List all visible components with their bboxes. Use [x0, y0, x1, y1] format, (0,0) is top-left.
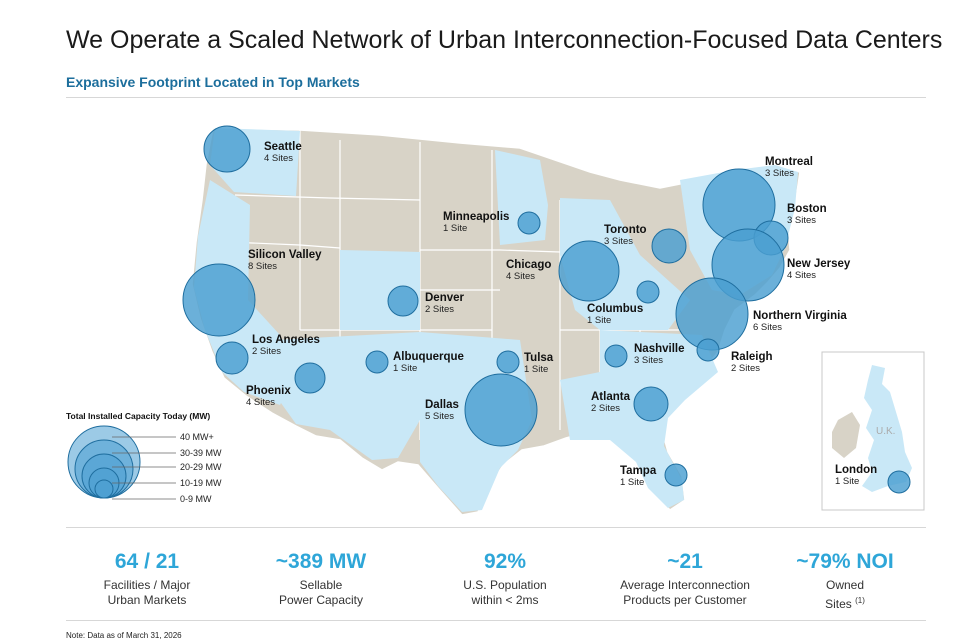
market-label-phoenix: Phoenix: [246, 385, 291, 397]
legend-items: 40 MW+ 30-39 MW 20-29 MW 10-19 MW 0-9 MW: [112, 432, 222, 504]
page-title: We Operate a Scaled Network of Urban Int…: [66, 26, 943, 54]
stat-noi-owned: ~79% NOI Owned Sites (1): [760, 550, 930, 612]
market-sites-raleigh: 2 Sites: [731, 363, 760, 374]
legend-item-label: 10-19 MW: [180, 478, 222, 488]
market-label-nashville: Nashville: [634, 343, 685, 355]
market-label-montreal: Montreal: [765, 156, 813, 168]
legend-item-label: 0-9 MW: [180, 494, 212, 504]
legend-title: Total Installed Capacity Today (MW): [66, 411, 210, 421]
stat-value: 64 / 21: [114, 550, 180, 573]
market-circle-london: [887, 470, 911, 494]
footnote-note: Note: Data as of March 31, 2026: [66, 631, 182, 640]
market-circle-atlanta: [633, 386, 669, 422]
stat-value: 92%: [483, 550, 527, 573]
market-sites-montreal: 3 Sites: [765, 168, 794, 179]
market-label-columbus: Columbus: [587, 303, 643, 315]
market-sites-atlanta: 2 Sites: [591, 403, 620, 414]
market-label-albuquerque: Albuquerque: [393, 351, 464, 363]
market-label-los-angeles: Los Angeles: [252, 334, 320, 346]
market-label-boston: Boston: [787, 203, 827, 215]
market-label-london: London: [835, 464, 877, 476]
stats-divider-top: [66, 527, 926, 528]
market-sites-denver: 2 Sites: [425, 304, 454, 315]
presence-southeast: [560, 330, 718, 508]
stat-desc: Owned Sites (1): [825, 578, 865, 611]
uk-label: U.K.: [876, 426, 895, 437]
market-circle-northern-virginia: [675, 277, 749, 351]
market-circle-chicago: [558, 240, 620, 302]
market-circle-toronto: [651, 228, 687, 264]
market-sites-dallas: 5 Sites: [425, 411, 454, 422]
stat-desc: Average Interconnection Products per Cust…: [620, 578, 750, 607]
market-sites-silicon-valley: 8 Sites: [248, 261, 277, 272]
market-label-denver: Denver: [425, 292, 465, 304]
market-sites-toronto: 3 Sites: [604, 236, 633, 247]
legend-item-label: 30-39 MW: [180, 448, 222, 458]
ireland-shape: [832, 412, 860, 458]
market-sites-seattle: 4 Sites: [264, 153, 293, 164]
market-circle-dallas: [464, 373, 538, 447]
legend-item-label: 20-29 MW: [180, 462, 222, 472]
market-sites-tampa: 1 Site: [620, 477, 644, 488]
market-circle-denver: [387, 285, 419, 317]
stat-value: ~79% NOI: [796, 550, 894, 573]
capacity-legend: Total Installed Capacity Today (MW) 40 M…: [66, 411, 222, 504]
market-circle-tampa: [664, 463, 688, 487]
stats-divider-bottom: [66, 620, 926, 621]
market-circle-los-angeles: [215, 341, 249, 375]
market-label-new-jersey: New Jersey: [787, 258, 851, 270]
footnote-marker: (1): [855, 596, 865, 605]
market-sites-columbus: 1 Site: [587, 315, 611, 326]
market-circle-raleigh: [696, 338, 720, 362]
stat-population: 92% U.S. Population within < 2ms: [420, 550, 590, 608]
page-subtitle: Expansive Footprint Located in Top Marke…: [66, 74, 360, 90]
stat-facilities: 64 / 21 Facilities / Major Urban Markets: [62, 550, 232, 608]
market-sites-los-angeles: 2 Sites: [252, 346, 281, 357]
market-circles: [182, 125, 911, 494]
stat-power-capacity: ~389 MW Sellable Power Capacity: [236, 550, 406, 608]
header-divider: [66, 97, 926, 98]
market-sites-london: 1 Site: [835, 476, 859, 487]
market-circle-albuquerque: [365, 350, 389, 374]
market-sites-albuquerque: 1 Site: [393, 363, 417, 374]
great-britain-shape: [862, 365, 912, 492]
market-circle-columbus: [636, 280, 660, 304]
market-sites-nashville: 3 Sites: [634, 355, 663, 366]
market-circle-nashville: [604, 344, 628, 368]
legend-circle: [94, 479, 114, 499]
market-sites-minneapolis: 1 Site: [443, 223, 467, 234]
market-label-chicago: Chicago: [506, 259, 551, 271]
market-label-raleigh: Raleigh: [731, 351, 773, 363]
market-label-dallas: Dallas: [425, 399, 459, 411]
market-circle-seattle: [203, 125, 251, 173]
market-sites-phoenix: 4 Sites: [246, 397, 275, 408]
market-label-atlanta: Atlanta: [591, 391, 631, 403]
market-circle-silicon-valley: [182, 263, 256, 337]
stat-desc: U.S. Population within < 2ms: [463, 578, 547, 607]
stat-desc: Sellable Power Capacity: [278, 578, 364, 607]
stat-interconnection: ~21 Average Interconnection Products per …: [600, 550, 770, 608]
stat-desc: Facilities / Major Urban Markets: [103, 578, 191, 607]
market-sites-new-jersey: 4 Sites: [787, 270, 816, 281]
market-label-minneapolis: Minneapolis: [443, 211, 509, 223]
market-label-tampa: Tampa: [620, 465, 657, 477]
legend-circles: [67, 425, 141, 499]
market-label-tulsa: Tulsa: [524, 352, 554, 364]
market-sites-boston: 3 Sites: [787, 215, 816, 226]
market-circle-phoenix: [294, 362, 326, 394]
market-circle-minneapolis: [517, 211, 541, 235]
market-circle-tulsa: [496, 350, 520, 374]
market-sites-chicago: 4 Sites: [506, 271, 535, 282]
market-label-seattle: Seattle: [264, 141, 302, 153]
market-label-toronto: Toronto: [604, 224, 647, 236]
market-sites-tulsa: 1 Site: [524, 364, 548, 375]
legend-item-label: 40 MW+: [180, 432, 214, 442]
market-label-northern-virginia: Northern Virginia: [753, 310, 847, 322]
market-label-silicon-valley: Silicon Valley: [248, 249, 322, 261]
market-sites-northern-virginia: 6 Sites: [753, 322, 782, 333]
stat-value: ~21: [667, 550, 703, 573]
stat-value: ~389 MW: [275, 550, 367, 573]
